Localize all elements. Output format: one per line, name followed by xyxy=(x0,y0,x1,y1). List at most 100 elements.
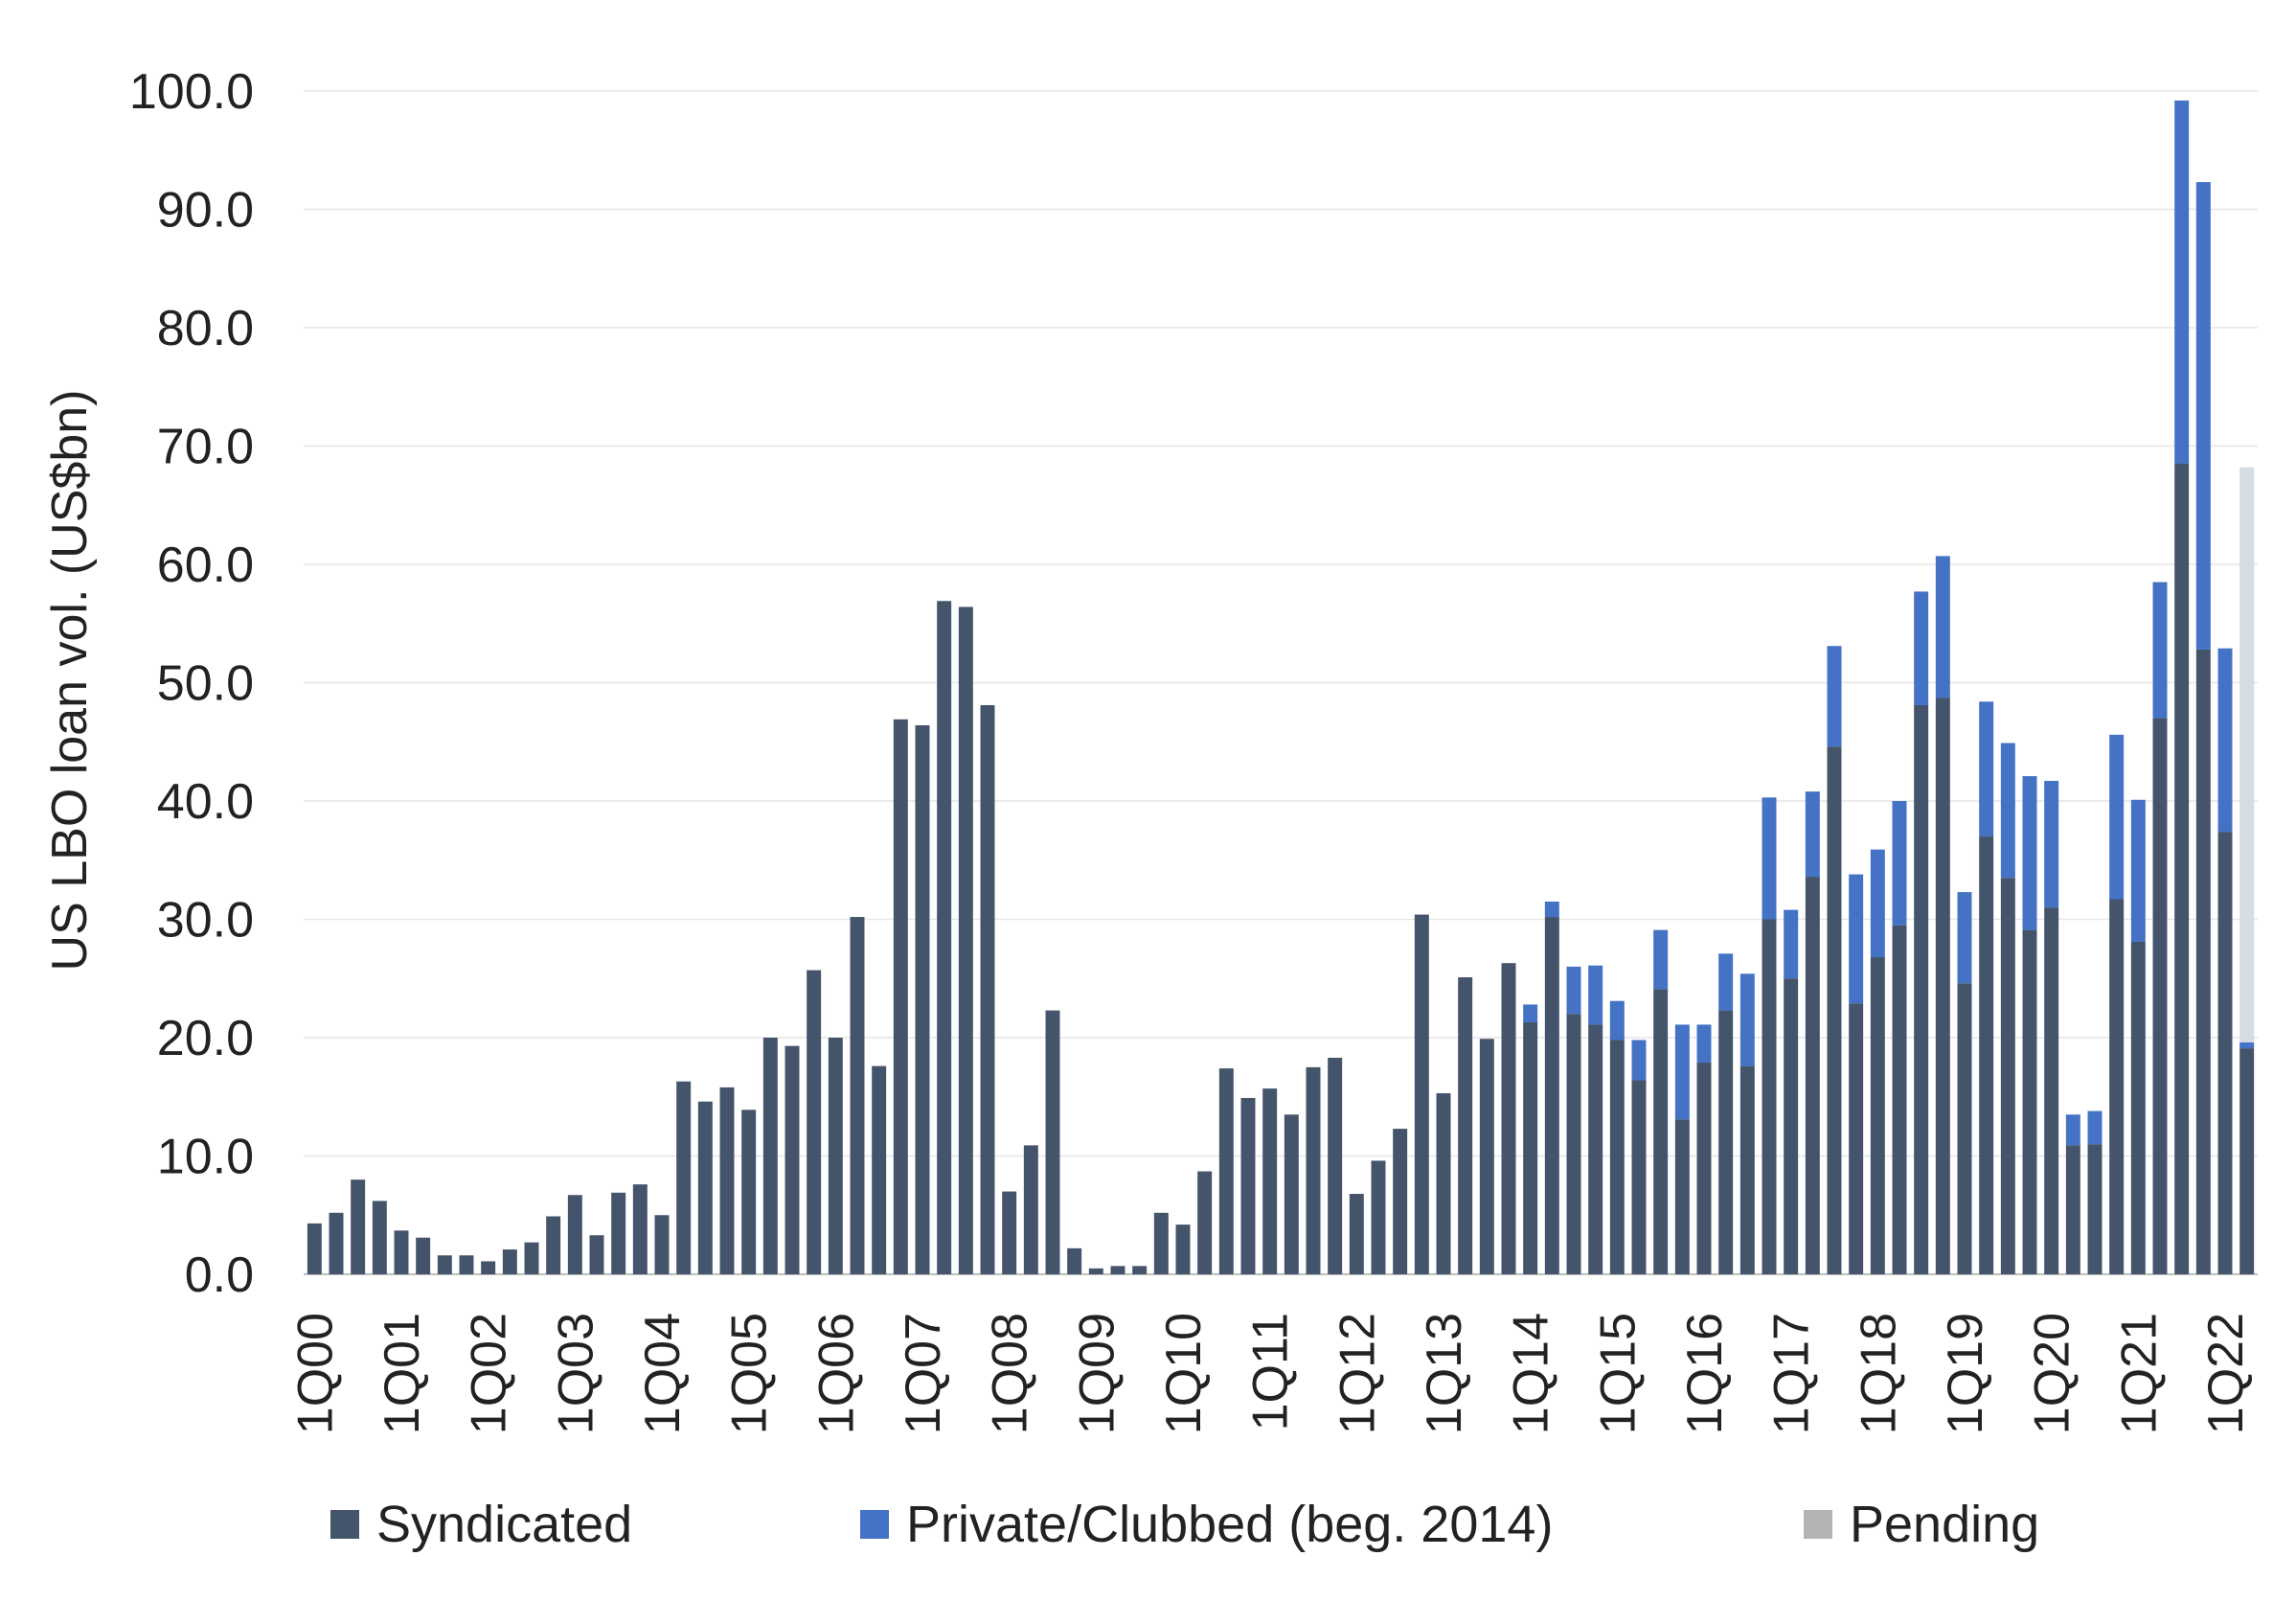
y-tick-label: 20.0 xyxy=(157,1011,254,1066)
bar-syndicated xyxy=(1436,1093,1451,1274)
bar-syndicated xyxy=(1153,1212,1169,1274)
bar-syndicated xyxy=(741,1110,757,1274)
bar-syndicated xyxy=(394,1230,409,1274)
x-tick-label: 1Q22 xyxy=(2198,1313,2254,1434)
bar-syndicated xyxy=(632,1184,648,1274)
bar-syndicated xyxy=(1588,1024,1603,1274)
legend-item-pending: Pending xyxy=(1804,1495,2039,1554)
x-tick-label: 1Q08 xyxy=(983,1313,1038,1434)
x-tick-label: 1Q06 xyxy=(808,1313,864,1434)
bar-private-clubbed-beg-2014 xyxy=(2065,1114,2080,1146)
y-axis-label: US LBO loan vol. (US$bn) xyxy=(42,390,98,972)
bar-syndicated xyxy=(1240,1097,1256,1274)
bar-private-clubbed-beg-2014 xyxy=(1544,901,1559,918)
bar-private-clubbed-beg-2014 xyxy=(1609,1000,1625,1041)
bar-syndicated xyxy=(1501,963,1516,1274)
bar-syndicated xyxy=(980,704,995,1274)
bar-private-clubbed-beg-2014 xyxy=(1805,791,1820,878)
bar-syndicated xyxy=(1088,1268,1103,1274)
x-tick-label: 1Q17 xyxy=(1764,1313,1820,1434)
bar-syndicated xyxy=(2174,464,2190,1274)
bar-private-clubbed-beg-2014 xyxy=(2195,182,2211,650)
x-tick-label: 1Q03 xyxy=(548,1313,603,1434)
bar-syndicated xyxy=(2022,929,2037,1274)
bar-syndicated xyxy=(1696,1062,1712,1274)
x-tick-label: 1Q18 xyxy=(1851,1313,1906,1434)
x-tick-label: 1Q21 xyxy=(2111,1313,2167,1434)
bar-syndicated xyxy=(2087,1144,2103,1274)
x-tick-label: 1Q09 xyxy=(1069,1313,1125,1434)
bar-private-clubbed-beg-2014 xyxy=(1588,965,1603,1025)
legend-label-private-clubbed: Private/Clubbed (beg. 2014) xyxy=(906,1496,1554,1553)
x-tick-label: 1Q20 xyxy=(2025,1313,2080,1434)
bar-pending xyxy=(2239,467,2255,1042)
bar-syndicated xyxy=(1067,1247,1082,1274)
bar-private-clubbed-beg-2014 xyxy=(2174,100,2190,465)
bar-syndicated xyxy=(524,1242,539,1274)
bar-syndicated xyxy=(329,1212,344,1274)
bar-syndicated xyxy=(1870,957,1885,1274)
bar-private-clubbed-beg-2014 xyxy=(1523,1004,1538,1022)
bar-syndicated xyxy=(1132,1266,1148,1274)
bar-syndicated xyxy=(1674,1119,1690,1274)
bar-syndicated xyxy=(1979,836,1994,1274)
bar-syndicated xyxy=(893,719,908,1274)
x-tick-label: 1Q04 xyxy=(635,1313,691,1434)
bar-private-clubbed-beg-2014 xyxy=(1631,1040,1647,1081)
y-tick-label: 40.0 xyxy=(157,774,254,830)
y-tick-label: 60.0 xyxy=(157,538,254,593)
x-tick-label: 1Q16 xyxy=(1677,1313,1733,1434)
bar-syndicated xyxy=(1957,983,1972,1274)
bar-syndicated xyxy=(1262,1088,1278,1274)
bar-private-clubbed-beg-2014 xyxy=(2087,1110,2103,1145)
legend-label-pending: Pending xyxy=(1850,1496,2040,1553)
y-tick-label: 100.0 xyxy=(129,64,254,120)
bar-syndicated xyxy=(1371,1160,1386,1274)
bar-private-clubbed-beg-2014 xyxy=(2022,776,2037,930)
y-axis-ticks: 0.0 10.0 20.0 30.0 40.0 50.0 60.0 70.0 80.0 90.0 1… xyxy=(129,64,254,1303)
bar-syndicated xyxy=(2065,1145,2080,1274)
bar-syndicated xyxy=(676,1081,692,1274)
bar-syndicated xyxy=(1349,1194,1364,1274)
bar-private-clubbed-beg-2014 xyxy=(1914,591,1929,705)
bar-private-clubbed-beg-2014 xyxy=(1957,892,1972,984)
bar-syndicated xyxy=(1784,978,1799,1274)
bar-syndicated xyxy=(1718,1010,1734,1274)
bar-private-clubbed-beg-2014 xyxy=(2044,781,2059,908)
bar-syndicated xyxy=(1805,877,1820,1274)
bar-private-clubbed-beg-2014 xyxy=(1762,797,1777,920)
bar-private-clubbed-beg-2014 xyxy=(1849,874,1864,1004)
bar-syndicated xyxy=(915,724,930,1274)
x-tick-label: 1Q19 xyxy=(1938,1313,1993,1434)
bar-syndicated xyxy=(416,1237,431,1274)
x-tick-label: 1Q01 xyxy=(375,1313,430,1434)
bar-private-clubbed-beg-2014 xyxy=(1696,1024,1712,1063)
bar-syndicated xyxy=(481,1261,496,1274)
bar-private-clubbed-beg-2014 xyxy=(1674,1024,1690,1120)
bar-syndicated xyxy=(2130,941,2146,1274)
bar-syndicated xyxy=(1914,704,1929,1274)
bar-syndicated xyxy=(1458,977,1473,1274)
bar-syndicated xyxy=(1175,1224,1191,1274)
bar-syndicated xyxy=(307,1223,322,1274)
bar-syndicated xyxy=(567,1195,582,1274)
bar-syndicated xyxy=(828,1038,843,1274)
bar-syndicated xyxy=(611,1192,626,1274)
bar-syndicated xyxy=(589,1235,604,1274)
bar-syndicated xyxy=(2109,899,2125,1274)
bar-syndicated xyxy=(654,1215,670,1274)
bar-syndicated xyxy=(1306,1066,1321,1274)
bar-syndicated xyxy=(459,1255,474,1274)
bar-syndicated xyxy=(546,1216,561,1274)
bar-syndicated xyxy=(2239,1048,2255,1274)
bar-syndicated xyxy=(1544,917,1559,1274)
bar-private-clubbed-beg-2014 xyxy=(2000,743,2015,879)
bars xyxy=(307,100,2255,1274)
x-tick-label: 1Q07 xyxy=(896,1313,951,1434)
legend-label-syndicated: Syndicated xyxy=(376,1496,633,1553)
bar-syndicated xyxy=(1523,1021,1538,1274)
bar-syndicated xyxy=(762,1038,778,1274)
bar-private-clubbed-beg-2014 xyxy=(2109,734,2125,900)
bar-syndicated xyxy=(1892,925,1907,1274)
